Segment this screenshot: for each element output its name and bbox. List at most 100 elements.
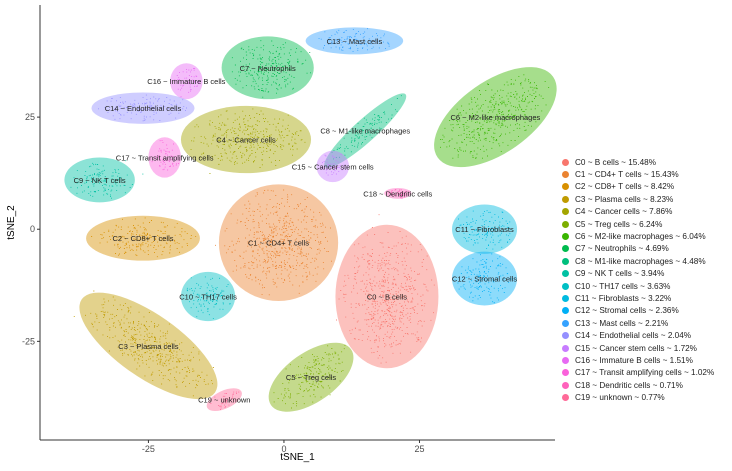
cluster-points-c11: [458, 210, 511, 250]
cluster-ellipse-c5: [268, 342, 354, 412]
legend-label: C16 ~ Immature B cells ~ 1.51%: [575, 355, 693, 365]
legend-label: C3 ~ Plasma cells ~ 8.23%: [575, 194, 674, 204]
ticks-layer: -25 0 25 -25 0 25: [22, 112, 424, 454]
cluster-points-c18: [388, 189, 410, 199]
y-tick-label: 25: [25, 112, 35, 122]
clusters-layer: C0 ~ B cells C1 ~ CD4+ T cells C2 ~ CD8+ T…: [64, 27, 557, 412]
legend-item-c12: C12 ~ Stromal cells ~ 2.36%: [560, 305, 730, 317]
cluster-ellipse-c9: [64, 157, 135, 203]
cluster-points-c19: [210, 391, 240, 411]
legend-label: C2 ~ CD8+ T cells ~ 8.42%: [575, 182, 675, 192]
cluster-c3: [73, 290, 218, 400]
cluster-c6: [434, 67, 557, 168]
legend-swatch: [562, 394, 569, 402]
cluster-c0: [335, 214, 439, 369]
legend-swatch: [562, 356, 569, 364]
cluster-label-c1: C1 ~ CD4+ T cells: [248, 239, 309, 248]
cluster-label-c2: C2 ~ CD8+ T cells: [113, 234, 174, 243]
legend-item-c19: C19 ~ unknown ~ 0.77%: [560, 391, 730, 403]
cluster-label-c9: C9 ~ NK T cells: [74, 176, 126, 185]
legend: C0 ~ B cells ~ 15.48% C1 ~ CD4+ T cells ~…: [560, 156, 730, 404]
y-tick-label: -25: [22, 336, 35, 346]
cluster-label-c11: C11 ~ Fibroblasts: [455, 225, 514, 234]
cluster-c16: [170, 63, 203, 100]
cluster-ellipse-c4: [180, 105, 312, 174]
legend-swatch: [562, 245, 569, 253]
cluster-c18: [384, 187, 412, 199]
cluster-points-c12: [454, 253, 513, 304]
cluster-c14: [91, 92, 195, 124]
cluster-c2: [86, 215, 200, 261]
legend-item-c3: C3 ~ Plasma cells ~ 8.23%: [560, 193, 730, 205]
legend-item-c14: C14 ~ Endothelial cells ~ 2.04%: [560, 329, 730, 341]
axes-layer: -25 0 25 -25 0 25 tSNE_1 tSNE_2: [6, 5, 555, 463]
legend-label: C6 ~ M2-like macrophages ~ 6.04%: [575, 232, 706, 242]
legend-label: C12 ~ Stromal cells ~ 2.36%: [575, 306, 679, 316]
legend-label: C14 ~ Endothelial cells ~ 2.04%: [575, 331, 692, 341]
cluster-ellipse-c15: [316, 150, 349, 183]
cluster-c13: [305, 27, 404, 55]
cluster-points-c16: [174, 67, 200, 98]
legend-swatch: [562, 319, 569, 327]
cluster-label-c13: C13 ~ Mast cells: [327, 37, 383, 46]
cluster-c5: [268, 342, 354, 412]
cluster-ellipse-c10: [180, 271, 236, 322]
cluster-c10: [180, 271, 236, 322]
legend-swatch: [562, 307, 569, 315]
x-tick-label: -25: [142, 444, 155, 454]
cluster-c7: [221, 36, 314, 100]
cluster-points-c3: [73, 290, 214, 397]
legend-swatch: [562, 257, 569, 265]
legend-item-c18: C18 ~ Dendritic cells ~ 0.71%: [560, 379, 730, 391]
legend-item-c1: C1 ~ CD4+ T cells ~ 15.43%: [560, 168, 730, 180]
legend-label: C17 ~ Transit amplifying cells ~ 1.02%: [575, 368, 715, 378]
legend-swatch: [562, 282, 569, 290]
cluster-points-c5: [273, 344, 346, 409]
cluster-c1: [215, 184, 339, 301]
x-tick-label: 0: [281, 444, 286, 454]
legend-item-c5: C5 ~ Treg cells ~ 6.24%: [560, 218, 730, 230]
cluster-ellipse-c1: [218, 184, 339, 301]
cluster-label-c14: C14 ~ Endothelial cells: [105, 104, 182, 113]
cluster-points-c9: [70, 160, 144, 199]
cluster-c8: [324, 93, 407, 168]
legend-swatch: [562, 208, 569, 216]
cluster-label-c5: C5 ~ Treg cells: [286, 373, 336, 382]
cluster-points-c13: [318, 28, 390, 52]
cluster-ellipse-c13: [305, 27, 404, 55]
legend-swatch: [562, 344, 569, 352]
legend-label: C7 ~ Neutrophils ~ 4.69%: [575, 244, 669, 254]
cluster-c15: [316, 150, 349, 183]
cluster-label-c19: C19 ~ unknown: [198, 396, 250, 405]
legend-item-c17: C17 ~ Transit amplifying cells ~ 1.02%: [560, 367, 730, 379]
cluster-label-c16: C16 ~ Immature B cells: [147, 77, 225, 86]
legend-item-c16: C16 ~ Immature B cells ~ 1.51%: [560, 354, 730, 366]
cluster-ellipse-c17: [148, 137, 181, 178]
cluster-label-c6: C6 ~ M2-like macrophages: [450, 113, 540, 122]
cluster-ellipse-c12: [452, 251, 518, 306]
y-axis-title: tSNE_2: [6, 205, 17, 240]
legend-label: C13 ~ Mast cells ~ 2.21%: [575, 318, 669, 328]
x-tick-label: 25: [414, 444, 424, 454]
legend-item-c11: C11 ~ Fibroblasts ~ 3.22%: [560, 292, 730, 304]
cluster-label-c3: C3 ~ Plasma cells: [118, 342, 178, 351]
legend-swatch: [562, 270, 569, 278]
legend-label: C5 ~ Treg cells ~ 6.24%: [575, 219, 663, 229]
cluster-points-c10: [186, 276, 231, 320]
cluster-ellipse-c2: [86, 215, 200, 261]
cluster-c11: [452, 204, 518, 254]
y-tick-label: 0: [30, 224, 35, 234]
cluster-c19: [206, 388, 242, 412]
cluster-c17: [148, 137, 181, 178]
legend-label: C4 ~ Cancer cells ~ 7.86%: [575, 207, 673, 217]
cluster-label-c17: C17 ~ Transit amplifying cells: [116, 153, 214, 162]
cluster-label-c10: C10 ~ TH17 cells: [179, 292, 237, 301]
cluster-ellipse-c14: [91, 92, 195, 124]
legend-item-c2: C2 ~ CD8+ T cells ~ 8.42%: [560, 181, 730, 193]
cluster-points-c8: [331, 95, 402, 160]
cluster-ellipse-c6: [434, 67, 557, 168]
cluster-points-c7: [231, 40, 311, 98]
legend-swatch: [562, 233, 569, 241]
cluster-label-c8: C8 ~ M1-like macrophages: [320, 127, 410, 136]
